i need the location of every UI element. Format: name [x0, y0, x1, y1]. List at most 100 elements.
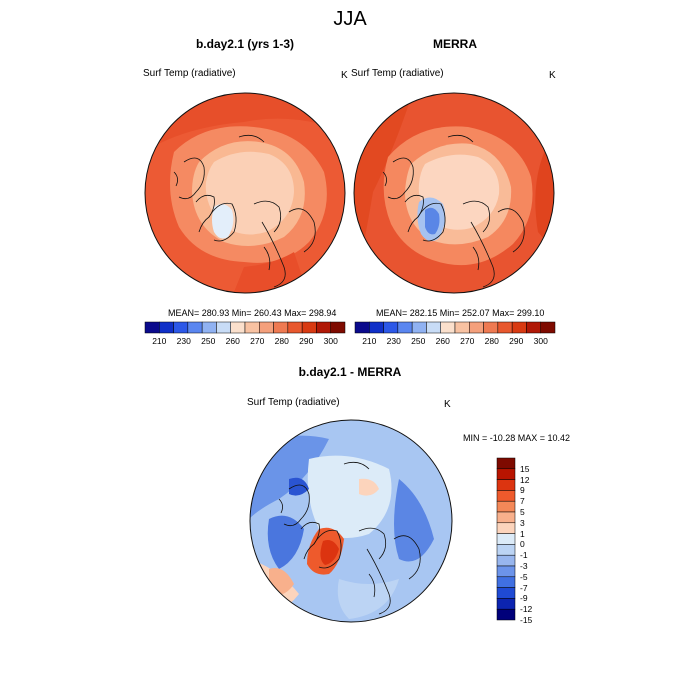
- colorbar-swatch: [187, 321, 203, 334]
- right-colorbar: [354, 321, 556, 334]
- colorbar-swatch: [483, 321, 499, 334]
- colorbar-swatch: [496, 500, 516, 513]
- colorbar-swatch: [301, 321, 317, 334]
- colorbar-swatch: [469, 321, 484, 334]
- colorbar-tick-label: 230: [386, 336, 401, 346]
- colorbar-swatch: [496, 511, 516, 524]
- colorbar-swatch: [496, 554, 516, 567]
- colorbar-tick-label: 280: [274, 336, 289, 346]
- colorbar-swatch: [426, 321, 441, 334]
- diff-variable-label: Surf Temp (radiative): [247, 397, 340, 408]
- colorbar-swatch: [383, 321, 399, 334]
- colorbar-tick-label: 210: [362, 336, 377, 346]
- colorbar-swatch: [497, 321, 513, 334]
- right-units-label: K: [549, 70, 556, 81]
- colorbar-swatch: [411, 321, 427, 334]
- colorbar-swatch: [173, 321, 189, 334]
- diff-units-label: K: [444, 399, 451, 410]
- colorbar-tick-label: 280: [484, 336, 499, 346]
- colorbar-swatch: [244, 321, 260, 334]
- colorbar-swatch: [496, 565, 516, 578]
- left-colorbar: [144, 321, 346, 334]
- left-units-label: K: [341, 70, 348, 81]
- colorbar-tick-label: -15: [520, 615, 533, 625]
- colorbar-tick-label: 260: [225, 336, 240, 346]
- map-boundary: [353, 92, 555, 294]
- colorbar-swatch: [454, 321, 470, 334]
- right-variable-label: Surf Temp (radiative): [351, 68, 444, 79]
- colorbar-tick-label: 210: [152, 336, 167, 346]
- colorbar-swatch: [201, 321, 217, 334]
- colorbar-swatch: [216, 321, 231, 334]
- right-stats: MEAN= 282.15 Min= 252.07 Max= 299.10: [376, 308, 545, 318]
- map-boundary: [249, 419, 453, 623]
- figure-title: JJA: [333, 8, 367, 30]
- right-polar-map: [353, 92, 555, 294]
- colorbar-swatch: [511, 321, 527, 334]
- coastlines: [382, 134, 525, 288]
- colorbar-swatch: [496, 490, 516, 502]
- colorbar-swatch: [496, 522, 516, 534]
- colorbar-tick-label: 15: [520, 463, 530, 474]
- colorbar-swatch: [369, 321, 384, 334]
- coastlines: [278, 461, 421, 615]
- diff-stats: MIN = -10.28 MAX = 10.42: [463, 433, 571, 443]
- colorbar-swatch: [496, 598, 516, 610]
- left-panel-title: b.day2.1 (yrs 1-3): [195, 37, 295, 51]
- colorbar-swatch: [330, 321, 346, 334]
- diff-polar-map: [249, 419, 453, 623]
- colorbar-tick-label: 9: [520, 485, 525, 496]
- colorbar-swatch: [496, 479, 516, 491]
- right-panel-title: MERRA: [433, 37, 477, 51]
- colorbar-tick-label: -7: [520, 582, 528, 593]
- diff-panel-title: b.day2.1 - MERRA: [298, 365, 402, 379]
- colorbar-tick-label: 12: [520, 474, 530, 485]
- coastlines: [173, 134, 316, 288]
- colorbar-tick-label: 300: [323, 336, 338, 346]
- colorbar-tick-label: 250: [201, 336, 216, 346]
- left-variable-label: Surf Temp (radiative): [143, 68, 236, 79]
- colorbar-tick-label: -9: [520, 593, 528, 604]
- colorbar-tick-label: -3: [520, 561, 528, 571]
- colorbar-swatch: [159, 321, 174, 334]
- colorbar-swatch: [496, 544, 516, 556]
- colorbar-swatch: [397, 321, 413, 334]
- colorbar-tick-label: 300: [533, 336, 548, 346]
- colorbar-tick-label: -1: [520, 550, 528, 561]
- colorbar-tick-label: 1: [520, 528, 525, 539]
- diff-colorbar: [496, 457, 516, 621]
- colorbar-swatch: [144, 321, 160, 334]
- left-stats: MEAN= 280.93 Min= 260.43 Max= 298.94: [168, 308, 337, 318]
- colorbar-swatch: [496, 468, 516, 480]
- colorbar-swatch: [259, 321, 274, 334]
- colorbar-tick-label: 260: [435, 336, 450, 346]
- colorbar-swatch: [496, 608, 516, 621]
- colorbar-swatch: [496, 533, 516, 545]
- colorbar-tick-label: 290: [509, 336, 524, 346]
- colorbar-tick-label: -5: [520, 571, 528, 582]
- colorbar-tick-label: 270: [250, 336, 265, 346]
- colorbar-swatch: [496, 576, 516, 588]
- colorbar-swatch: [273, 321, 289, 334]
- arctic-small-bias: [307, 455, 392, 538]
- colorbar-tick-label: 270: [460, 336, 475, 346]
- colorbar-tick-label: -12: [520, 604, 533, 615]
- colorbar-swatch: [526, 321, 541, 334]
- colorbar-swatch: [287, 321, 303, 334]
- colorbar-tick-label: 5: [520, 507, 525, 517]
- colorbar-tick-label: 0: [520, 539, 525, 550]
- colorbar-swatch: [354, 321, 370, 334]
- colorbar-swatch: [496, 587, 516, 599]
- colorbar-tick-label: 3: [520, 517, 525, 528]
- colorbar-tick-label: 7: [520, 496, 525, 507]
- colorbar-swatch: [540, 321, 556, 334]
- colorbar-swatch: [440, 321, 456, 334]
- colorbar-swatch: [230, 321, 246, 334]
- colorbar-tick-label: 290: [299, 336, 314, 346]
- left-polar-map: [144, 92, 346, 294]
- colorbar-tick-label: 230: [176, 336, 191, 346]
- colorbar-swatch: [316, 321, 331, 334]
- greenland-cold-spot: [212, 204, 234, 239]
- colorbar-tick-label: 250: [411, 336, 426, 346]
- colorbar-swatch: [496, 457, 516, 470]
